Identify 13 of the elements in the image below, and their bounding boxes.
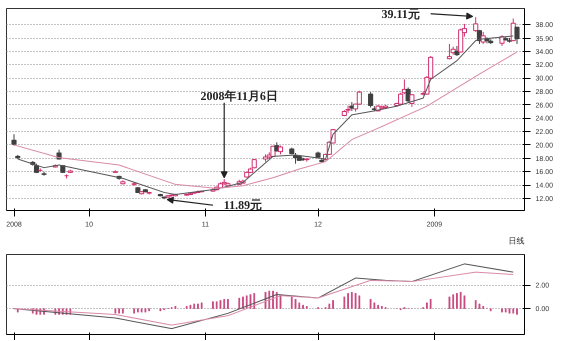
line-series xyxy=(14,272,514,326)
candlestick xyxy=(368,92,374,108)
candlestick xyxy=(514,26,520,44)
annotation: 11.89元 xyxy=(224,198,262,212)
text: 日线 xyxy=(508,236,524,246)
annotation: 2008年11月6日 xyxy=(200,89,278,104)
line-series xyxy=(14,263,514,330)
candlestick xyxy=(11,134,17,146)
candlestick xyxy=(473,16,478,32)
candlestick xyxy=(356,90,362,106)
candlestick xyxy=(458,28,464,54)
candlestick xyxy=(446,43,452,60)
annotation: 39.11元 xyxy=(381,6,420,21)
